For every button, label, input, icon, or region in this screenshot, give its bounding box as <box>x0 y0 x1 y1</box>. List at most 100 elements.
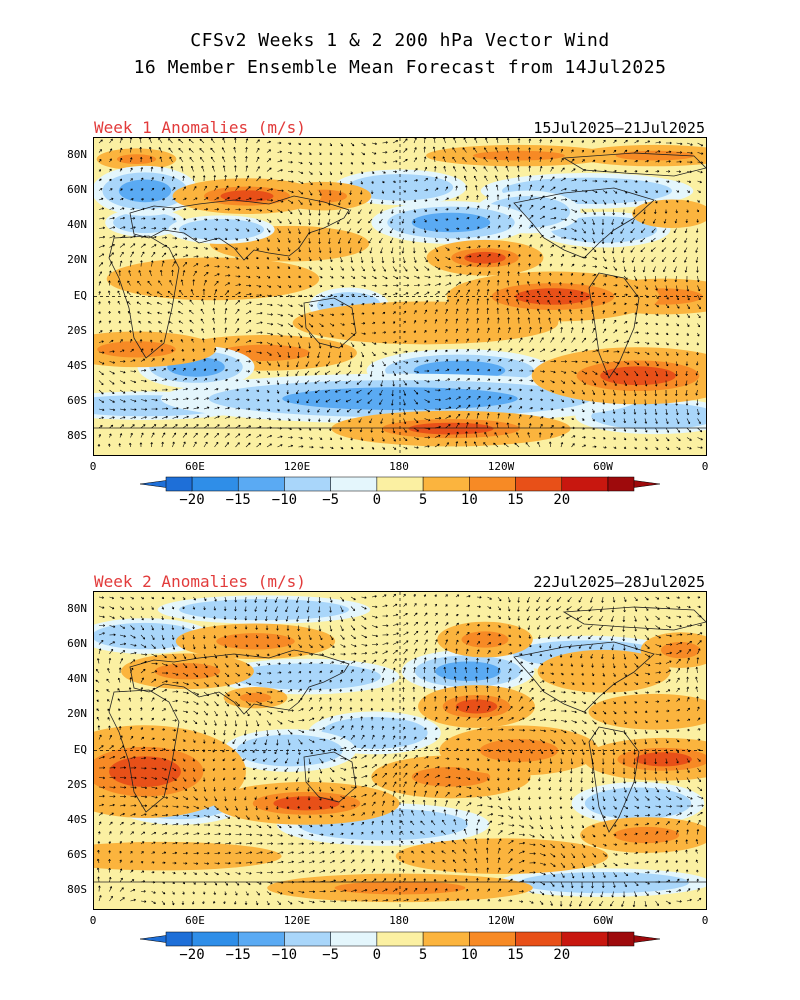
y-tick-label: 20N <box>67 707 87 721</box>
x-tick-label: 120W <box>487 914 515 927</box>
anomaly-region <box>232 663 381 690</box>
x-tick-label: 120E <box>283 914 311 927</box>
anomaly-region <box>109 756 181 787</box>
colorbar-segment <box>469 931 516 947</box>
anomaly-field <box>94 592 706 909</box>
anomaly-region <box>464 251 506 264</box>
anomaly-region <box>461 631 509 648</box>
colorbar-segment <box>561 476 609 492</box>
x-tick-label: 60W <box>593 460 613 473</box>
colorbar-label: 15 <box>507 492 524 508</box>
colorbar-label: −15 <box>225 492 251 508</box>
wind-vector-layer <box>95 593 704 908</box>
anomaly-region <box>550 655 658 688</box>
colorbar-label: −10 <box>271 492 298 508</box>
anomaly-region <box>179 219 264 241</box>
wind-vectors <box>97 138 704 450</box>
x-tick-label: 60E <box>185 460 205 473</box>
wind-vectors <box>95 593 704 908</box>
x-tick-label: 60E <box>185 914 205 927</box>
x-tick-label: 60W <box>593 914 613 927</box>
week1-anomaly-map <box>93 137 707 456</box>
colorbar-segment <box>284 476 331 492</box>
anomaly-region <box>408 422 494 435</box>
x-tick-label: 180 <box>389 460 409 473</box>
anomaly-region <box>94 622 199 650</box>
colorbar-label: 10 <box>460 492 478 508</box>
colorbar-segment <box>422 931 470 947</box>
week2-date-range: 22Jul2025–28Jul2025 <box>533 573 705 591</box>
anomaly-region <box>236 734 343 767</box>
wind-vector-layer <box>97 138 704 450</box>
figure-title-line-1: CFSv2 Weeks 1 & 2 200 hPa Vector Wind <box>190 30 610 51</box>
x-tick-label: 0 <box>701 460 709 473</box>
colorbar-label: −5 <box>322 947 340 963</box>
anomaly-region <box>455 699 498 714</box>
anomaly-region <box>220 190 274 202</box>
y-tick-label: 40N <box>67 672 87 686</box>
colorbar-label: −20 <box>179 492 205 508</box>
anomaly-region <box>116 154 157 165</box>
x-tick-label: 180 <box>389 914 409 927</box>
y-tick-label: 80N <box>67 147 87 161</box>
anomaly-region <box>473 150 565 161</box>
colorbar-segment <box>561 931 609 947</box>
x-tick-label: 0 <box>89 914 97 927</box>
anomaly-region <box>128 263 298 295</box>
anomaly-region <box>118 179 172 203</box>
anomaly-region <box>154 663 221 680</box>
anomaly-region <box>640 203 704 225</box>
y-tick-label: 40S <box>67 812 87 826</box>
x-tick-label: 120W <box>487 460 515 473</box>
coastline <box>303 751 357 803</box>
y-tick-label: 20S <box>67 777 87 791</box>
coastline <box>513 641 655 713</box>
week2-anomaly-map <box>93 591 707 910</box>
anomaly-region <box>550 216 658 243</box>
colorbar-segment <box>422 476 470 492</box>
y-tick-label: 20N <box>67 253 87 267</box>
colorbar-segment <box>237 931 285 947</box>
coastline <box>303 297 357 349</box>
anomaly-region <box>179 599 349 621</box>
y-tick-label: 80N <box>67 601 87 615</box>
colorbar-segment <box>330 476 378 492</box>
coastline <box>588 272 640 379</box>
anomaly-region <box>435 661 501 682</box>
coastline <box>129 649 350 715</box>
y-tick-label: EQ <box>73 742 87 756</box>
colorbar-label: 0 <box>372 947 382 963</box>
colorbar-label: 20 <box>553 947 571 963</box>
anomaly-region <box>97 341 176 358</box>
colorbar-label: −5 <box>322 492 340 508</box>
colorbar-segment <box>469 476 516 492</box>
y-tick-label: 60N <box>67 182 87 196</box>
week2-colorbar <box>140 931 660 947</box>
y-tick-label: 60N <box>67 636 87 650</box>
coastline <box>562 606 706 631</box>
anomaly-region <box>479 739 559 762</box>
coastline <box>588 726 640 833</box>
y-tick-label: EQ <box>73 288 87 302</box>
colorbar-label: 15 <box>507 947 524 963</box>
y-tick-label: 40S <box>67 358 87 372</box>
week1-colorbar <box>140 476 660 492</box>
colorbar-segment <box>237 476 285 492</box>
anomaly-region <box>519 872 689 894</box>
colorbar-segment <box>376 931 424 947</box>
colorbar-label: −10 <box>271 947 298 963</box>
anomaly-region <box>239 692 272 703</box>
anomaly-region <box>273 796 340 811</box>
colorbar-label: −20 <box>179 947 205 963</box>
anomaly-region <box>411 212 491 233</box>
anomaly-region <box>660 641 701 659</box>
colorbar-label: 5 <box>418 492 428 508</box>
colorbar-segment <box>376 476 424 492</box>
week1-panel-title: Week 1 Anomalies (m/s) <box>94 118 306 137</box>
colorbar-label: −15 <box>225 947 251 963</box>
anomaly-region <box>94 845 258 867</box>
colorbar-label: 0 <box>372 492 382 508</box>
anomaly-region <box>584 787 692 820</box>
y-tick-label: 80S <box>67 429 87 443</box>
anomaly-region <box>601 698 706 725</box>
